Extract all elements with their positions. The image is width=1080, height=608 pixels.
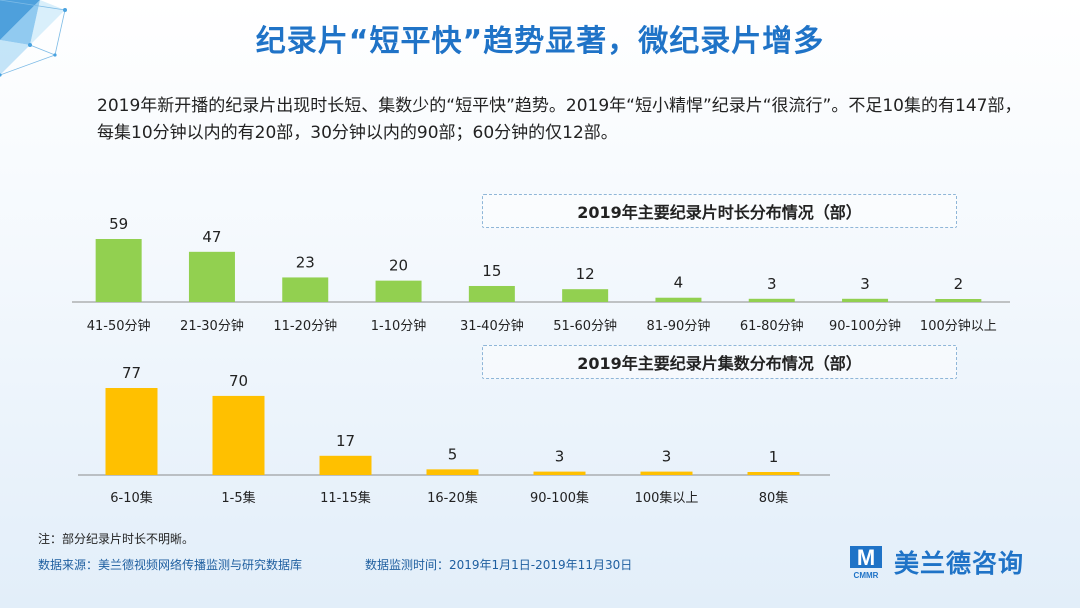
bar (282, 277, 329, 302)
company-logo: M CMMR 美兰德咨询 (848, 544, 1024, 580)
category-tick-label: 1-10分钟 (371, 318, 427, 334)
data-label: 1 (769, 448, 779, 466)
duration-chart: 5941-50分钟4721-30分钟2311-20分钟201-10分钟1531-… (72, 215, 1010, 334)
data-label: 47 (202, 228, 221, 246)
data-label: 20 (389, 257, 408, 275)
monitor-time: 数据监测时间：2019年1月1日-2019年11月30日 (365, 558, 633, 572)
category-tick-label: 100集以上 (635, 490, 699, 506)
category-tick-label: 16-20集 (427, 490, 478, 506)
bar (188, 251, 235, 302)
category-tick-label: 1-5集 (221, 490, 255, 506)
bar (655, 297, 702, 302)
data-label: 3 (662, 448, 672, 466)
episodes-chart-title: 2019年主要纪录片集数分布情况（部） (482, 345, 957, 379)
duration-chart-title: 2019年主要纪录片时长分布情况（部） (482, 194, 957, 228)
data-label: 15 (482, 262, 501, 280)
logo-mark-letter: M (857, 545, 875, 570)
data-label: 70 (229, 372, 248, 390)
category-tick-label: 6-10集 (110, 490, 153, 506)
data-label: 12 (576, 265, 595, 283)
data-source: 数据来源：美兰德视频网络传播监测与研究数据库 (38, 558, 303, 572)
corner-network-decoration (0, 0, 67, 77)
bar (105, 388, 158, 475)
category-tick-label: 31-40分钟 (460, 318, 524, 334)
category-tick-label: 11-20分钟 (273, 318, 337, 334)
category-tick-label: 21-30分钟 (180, 318, 244, 334)
logo-mark-sub: CMMR (854, 571, 879, 580)
bar (533, 471, 586, 475)
episodes-chart: 77 6-10集 70 1-5集 17 11-15集 5 16-20集 3 90-100集 3 100… (78, 364, 830, 506)
bar (640, 471, 693, 475)
category-tick-label: 100分钟以上 (920, 318, 997, 334)
bar (748, 298, 795, 302)
logo-text: 美兰德咨询 (894, 549, 1025, 578)
bar (95, 239, 142, 302)
data-label: 77 (122, 364, 141, 382)
bar (935, 299, 982, 302)
bar (212, 395, 265, 475)
category-tick-label: 11-15集 (320, 490, 371, 506)
data-label: 23 (296, 253, 315, 271)
page-title: 纪录片“短平快”趋势显著，微纪录片增多 (255, 24, 825, 59)
logo-mark-icon: M CMMR (850, 545, 882, 580)
data-label: 17 (336, 432, 355, 450)
bar (747, 472, 800, 475)
category-tick-label: 90-100分钟 (829, 318, 901, 334)
data-label: 4 (674, 274, 684, 292)
bar (562, 289, 609, 302)
category-tick-label: 51-60分钟 (553, 318, 617, 334)
category-tick-label: 90-100集 (530, 490, 589, 506)
bar (319, 455, 372, 475)
bar (426, 469, 479, 475)
data-label: 3 (555, 448, 565, 466)
category-tick-label: 41-50分钟 (87, 318, 151, 334)
data-label: 3 (860, 275, 870, 293)
bar (468, 285, 515, 302)
data-label: 59 (109, 215, 128, 233)
category-tick-label: 81-90分钟 (647, 318, 711, 334)
category-tick-label: 61-80分钟 (740, 318, 804, 334)
bar (842, 298, 889, 302)
description-text: 2019年新开播的纪录片出现时长短、集数少的“短平快”趋势。2019年“短小精悍… (97, 96, 1022, 143)
data-label: 5 (448, 445, 458, 463)
data-label: 3 (767, 275, 777, 293)
footnote: 注：部分纪录片时长不明晰。 (38, 532, 195, 546)
bar (375, 280, 422, 302)
category-tick-label: 80集 (759, 490, 789, 506)
data-label: 2 (954, 275, 964, 293)
